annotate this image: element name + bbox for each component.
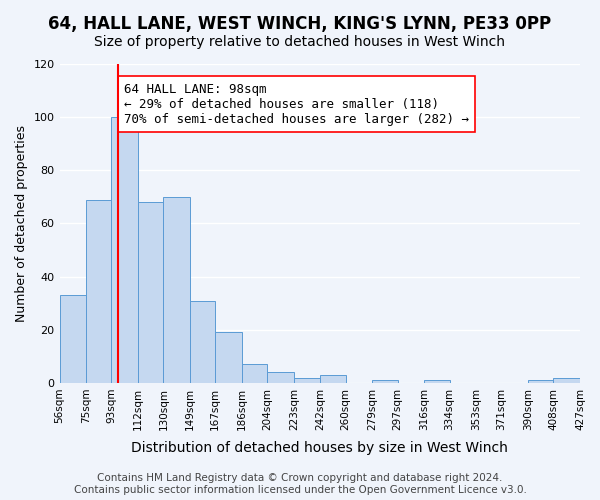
Bar <box>86 200 112 383</box>
Bar <box>215 332 242 383</box>
Text: 64, HALL LANE, WEST WINCH, KING'S LYNN, PE33 0PP: 64, HALL LANE, WEST WINCH, KING'S LYNN, … <box>49 15 551 33</box>
Text: Contains HM Land Registry data © Crown copyright and database right 2024.
Contai: Contains HM Land Registry data © Crown c… <box>74 474 526 495</box>
Bar <box>242 364 267 383</box>
Bar <box>138 202 163 383</box>
X-axis label: Distribution of detached houses by size in West Winch: Distribution of detached houses by size … <box>131 441 508 455</box>
Bar <box>190 300 215 383</box>
Bar <box>528 380 553 383</box>
Text: 64 HALL LANE: 98sqm
← 29% of detached houses are smaller (118)
70% of semi-detac: 64 HALL LANE: 98sqm ← 29% of detached ho… <box>124 82 469 126</box>
Text: Size of property relative to detached houses in West Winch: Size of property relative to detached ho… <box>95 35 505 49</box>
Bar <box>320 375 346 383</box>
Bar <box>267 372 294 383</box>
Bar <box>553 378 580 383</box>
Bar <box>59 295 86 383</box>
Bar <box>163 197 190 383</box>
Bar <box>112 117 138 383</box>
Y-axis label: Number of detached properties: Number of detached properties <box>15 125 28 322</box>
Bar <box>424 380 449 383</box>
Bar <box>373 380 398 383</box>
Bar <box>294 378 320 383</box>
